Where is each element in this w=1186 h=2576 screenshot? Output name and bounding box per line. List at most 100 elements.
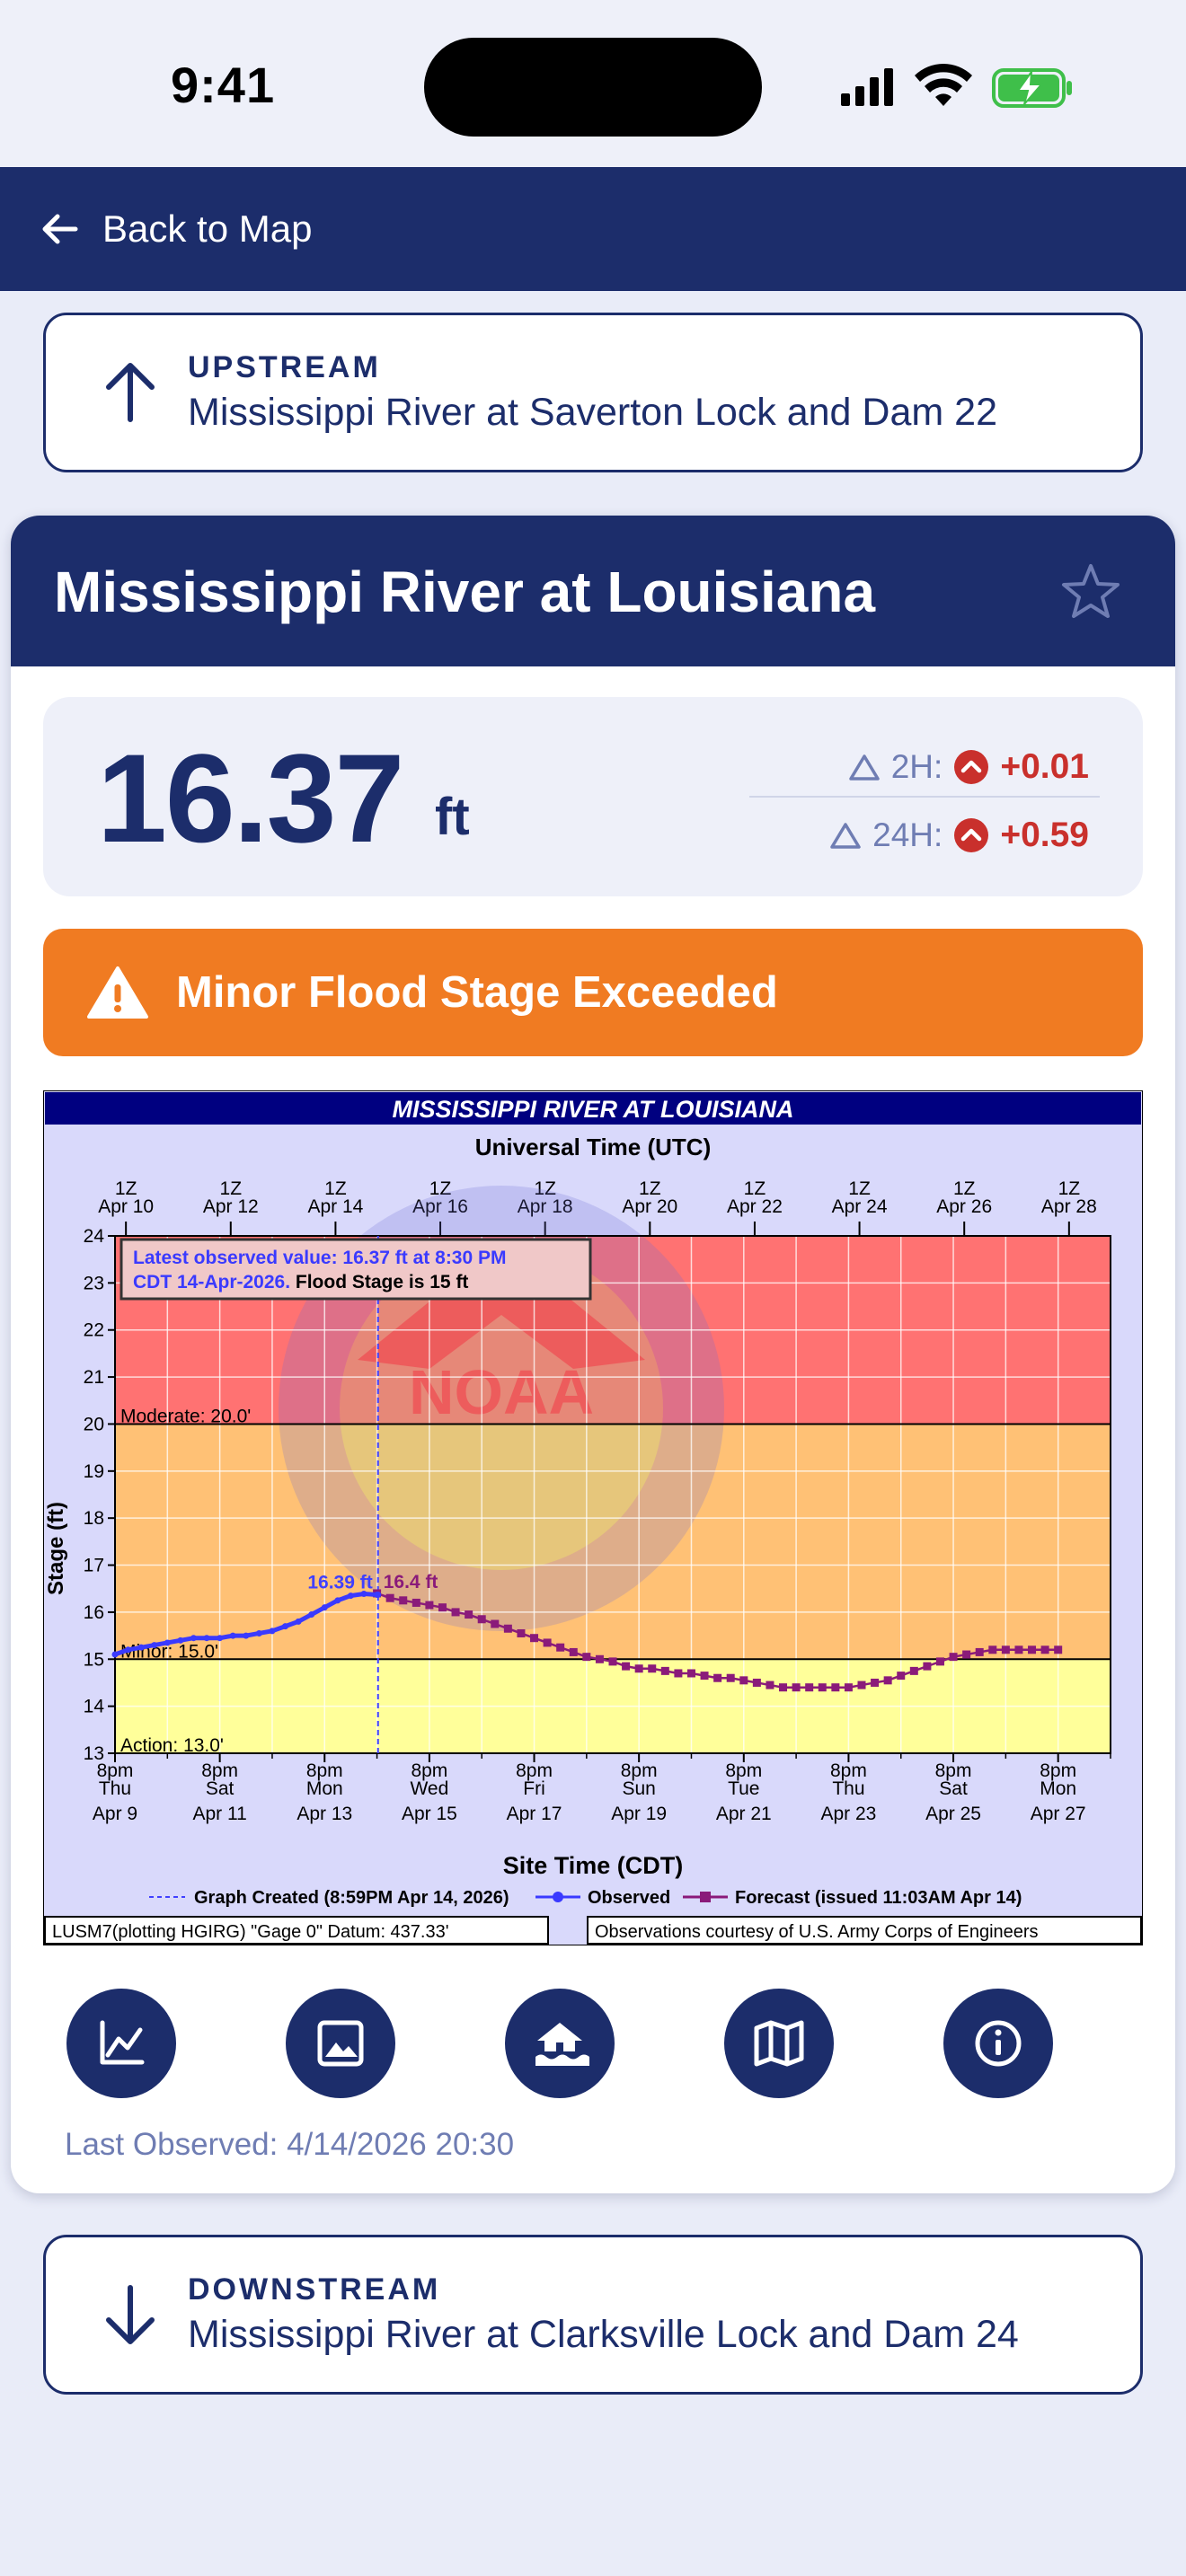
top-tick-label: 1Z xyxy=(1058,1178,1081,1199)
rising-icon xyxy=(954,750,989,784)
forecast-point xyxy=(700,1672,709,1681)
downstream-gauge-link[interactable]: DOWNSTREAM Mississippi River at Clarksvi… xyxy=(43,2235,1143,2395)
forecast-point xyxy=(897,1672,906,1681)
legend-forecast-marker xyxy=(700,1892,711,1902)
top-tick-label: Apr 16 xyxy=(412,1196,468,1217)
gauge-header: Mississippi River at Louisiana xyxy=(11,516,1175,666)
x-axis-label: Site Time (CDT) xyxy=(503,1852,684,1879)
y-tick-label: 13 xyxy=(84,1743,104,1764)
forecast-point xyxy=(792,1683,801,1692)
observed-point xyxy=(375,1592,382,1599)
flood-status-text: Minor Flood Stage Exceeded xyxy=(176,968,778,1017)
gauge-card: Mississippi River at Louisiana 16.37 ft … xyxy=(11,516,1175,2193)
observed-point xyxy=(255,1629,262,1636)
top-tick-label: 1Z xyxy=(429,1178,452,1199)
photo-button[interactable] xyxy=(286,1989,395,2098)
flood-status-banner: Minor Flood Stage Exceeded xyxy=(43,929,1143,1056)
x-tick-label: Thu xyxy=(832,1778,864,1799)
observed-point xyxy=(334,1597,341,1604)
forecast-series xyxy=(373,1589,1063,1692)
forecast-point xyxy=(543,1638,552,1647)
observed-point xyxy=(229,1632,236,1639)
y-tick-label: 18 xyxy=(84,1508,104,1529)
forecast-point xyxy=(1028,1645,1037,1654)
plot-frame xyxy=(114,1235,1111,1754)
x-tick-label: Apr 17 xyxy=(507,1804,562,1824)
y-tick-label: 19 xyxy=(84,1461,104,1482)
forecast-point xyxy=(648,1664,657,1673)
y-tick-label: 17 xyxy=(84,1556,104,1576)
flooded-house-icon xyxy=(535,2023,589,2066)
legend-observed-marker xyxy=(553,1892,563,1902)
footer-right: Observations courtesy of U.S. Army Corps… xyxy=(595,1922,1039,1942)
observed-point xyxy=(111,1651,119,1658)
map-button[interactable] xyxy=(724,1989,834,2098)
observed-line xyxy=(114,1591,378,1657)
back-to-map-button[interactable]: Back to Map xyxy=(36,194,312,264)
x-tick-label: Wed xyxy=(410,1778,448,1799)
delta-24h-label: 24H: xyxy=(872,816,943,853)
forecast-point xyxy=(634,1664,643,1673)
x-tick-label: Apr 19 xyxy=(611,1804,667,1824)
x-tick-label: Apr 11 xyxy=(192,1804,246,1824)
delta-24h: 24H: +0.59 xyxy=(829,810,1089,860)
forecast-point xyxy=(923,1662,932,1671)
y-tick-label: 23 xyxy=(84,1273,104,1293)
info-line-1: Latest observed value: 16.37 ft at 8:30 … xyxy=(133,1248,507,1268)
forecast-point xyxy=(739,1676,748,1685)
hydrograph-chart[interactable]: MISSISSIPPI RIVER AT LOUISIANA Universal… xyxy=(43,1090,1143,1945)
top-tick-label: 1Z xyxy=(534,1178,556,1199)
hydrograph-button[interactable] xyxy=(66,1989,176,2098)
forecast-point xyxy=(425,1601,434,1610)
x-tick-label: 8pm xyxy=(201,1760,238,1781)
legend-forecast: Forecast (issued 11:03AM Apr 14) xyxy=(735,1888,1022,1908)
latest-value-box: Latest observed value: 16.37 ft at 8:30 … xyxy=(119,1238,592,1301)
x-tick-label: 8pm xyxy=(411,1760,447,1781)
forecast-point xyxy=(465,1610,474,1619)
x-tick-label: 8pm xyxy=(516,1760,553,1781)
upstream-gauge-link[interactable]: UPSTREAM Mississippi River at Saverton L… xyxy=(43,313,1143,472)
x-tick-label: 8pm xyxy=(306,1760,343,1781)
x-tick-label: Thu xyxy=(99,1778,131,1799)
observed-point xyxy=(347,1592,354,1600)
upstream-kicker: UPSTREAM xyxy=(188,350,381,384)
forecast-point xyxy=(595,1654,604,1663)
x-tick-label: Apr 27 xyxy=(1031,1804,1086,1824)
y-axis-label: Stage (ft) xyxy=(44,1502,68,1595)
flood-impacts-button[interactable] xyxy=(505,1989,615,2098)
arrow-left-icon xyxy=(42,214,78,244)
minor-band xyxy=(115,1424,1111,1660)
delta-2h-label: 2H: xyxy=(890,748,943,785)
legend-observed: Observed xyxy=(588,1888,670,1908)
arrow-up-icon xyxy=(106,363,155,422)
forecast-point xyxy=(503,1624,512,1633)
observed-point xyxy=(151,1642,158,1649)
chart-legend: Graph Created (8:59PM Apr 14, 2026) Obse… xyxy=(149,1888,1022,1908)
favorite-star-icon[interactable] xyxy=(1058,559,1123,623)
info-button[interactable] xyxy=(943,1989,1053,2098)
delta-2h: 2H: +0.01 xyxy=(848,742,1089,792)
forecast-point xyxy=(752,1678,761,1687)
forecast-point xyxy=(477,1615,486,1624)
x-tick-label: 8pm xyxy=(725,1760,762,1781)
dynamic-island xyxy=(424,38,762,137)
forecast-point xyxy=(857,1681,866,1689)
y-tick-label: 16 xyxy=(84,1602,104,1623)
delta-24h-value: +0.59 xyxy=(1000,816,1089,854)
top-tick-label: Apr 12 xyxy=(203,1196,259,1217)
top-tick-label: 1Z xyxy=(953,1178,976,1199)
x-tick-label: 8pm xyxy=(621,1760,658,1781)
delta-divider xyxy=(749,796,1100,798)
forecast-point xyxy=(962,1650,971,1659)
observed-point xyxy=(137,1644,145,1651)
top-tick-label: Apr 20 xyxy=(622,1196,677,1217)
warning-icon xyxy=(87,966,148,1019)
y-tick-label: 21 xyxy=(84,1367,104,1388)
y-tick-label: 22 xyxy=(84,1320,104,1341)
y-axis: 13 14 15 16 17 18 19 20 21 22 23 24 xyxy=(84,1226,115,1764)
top-tick-label: Apr 24 xyxy=(832,1196,888,1217)
top-tick-label: Apr 22 xyxy=(727,1196,783,1217)
x-tick-label: Mon xyxy=(306,1778,343,1799)
legend-created: Graph Created (8:59PM Apr 14, 2026) xyxy=(194,1888,509,1908)
